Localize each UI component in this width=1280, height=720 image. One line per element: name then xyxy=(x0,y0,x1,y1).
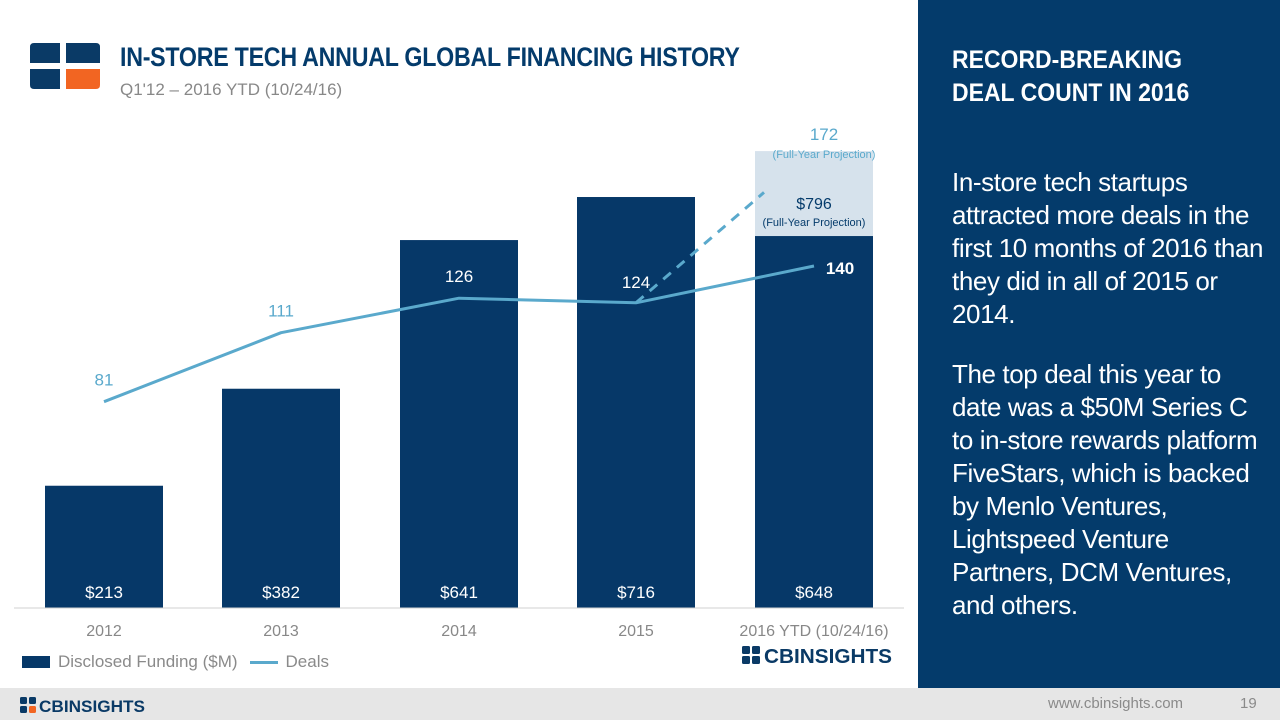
projection-funding-label: $796 xyxy=(796,196,832,213)
chart-brand-text: CBINSIGHTS xyxy=(764,646,892,667)
page-title: IN-STORE TECH ANNUAL GLOBAL FINANCING HI… xyxy=(120,42,740,72)
funding-bar xyxy=(755,236,873,608)
funding-bar-label: $641 xyxy=(440,583,478,602)
cb-insights-logo-icon xyxy=(30,43,100,89)
legend-deals-label: Deals xyxy=(285,652,329,671)
footer-url[interactable]: www.cbinsights.com xyxy=(1048,695,1184,712)
deals-point-label: 111 xyxy=(268,302,294,321)
funding-bar-label: $213 xyxy=(85,583,123,602)
x-tick-label: 2014 xyxy=(441,623,477,640)
x-tick-label: 2012 xyxy=(86,623,122,640)
projection-funding-note: (Full-Year Projection) xyxy=(763,217,866,229)
sidebar-paragraph-2: The top deal this year to date was a $50… xyxy=(952,359,1258,620)
x-tick-label: 2015 xyxy=(618,623,654,640)
financing-chart: $213 $382 $641 $716 $648 81 111 126 124 140 2012… xyxy=(14,125,904,640)
funding-bar-label: $716 xyxy=(617,583,655,602)
footer: CBINSIGHTS www.cbinsights.com 19 xyxy=(0,688,1280,720)
deals-point-label: 140 xyxy=(826,259,854,278)
deals-line xyxy=(103,264,815,404)
legend-funding-swatch xyxy=(22,656,50,668)
funding-bar-label: $648 xyxy=(795,583,833,602)
deals-point-label: 126 xyxy=(445,267,473,286)
x-tick-label: 2016 YTD (10/24/16) xyxy=(739,623,888,640)
funding-bar xyxy=(45,485,163,608)
footer-logo: CBINSIGHTS xyxy=(20,697,145,715)
deals-point-label: 124 xyxy=(622,273,650,292)
funding-bar xyxy=(400,240,518,609)
insight-sidebar: RECORD-BREAKING DEAL COUNT IN 2016 In-st… xyxy=(918,0,1280,688)
chart-brand-logo: CBINSIGHTS xyxy=(742,646,892,667)
deals-point-label: 81 xyxy=(95,371,114,390)
funding-bar xyxy=(577,197,695,609)
legend-deals-swatch xyxy=(249,660,278,664)
chart-legend: Disclosed Funding ($M) Deals xyxy=(22,652,329,672)
sidebar-paragraph-1: In-store tech startups attracted more de… xyxy=(952,167,1264,329)
x-tick-label: 2013 xyxy=(263,623,299,640)
legend-funding-label: Disclosed Funding ($M) xyxy=(58,652,238,671)
funding-bar-label: $382 xyxy=(262,583,300,602)
page-subtitle: Q1'12 – 2016 YTD (10/24/16) xyxy=(120,80,343,99)
sidebar-heading: RECORD-BREAKING DEAL COUNT IN 2016 xyxy=(952,46,1190,107)
projection-deals-label: 172 xyxy=(810,125,838,144)
projection-deals-note: (Full-Year Projection) xyxy=(773,149,876,161)
funding-bar xyxy=(222,388,340,608)
footer-brand-text: CBINSIGHTS xyxy=(39,697,145,715)
page-number: 19 xyxy=(1240,695,1257,712)
